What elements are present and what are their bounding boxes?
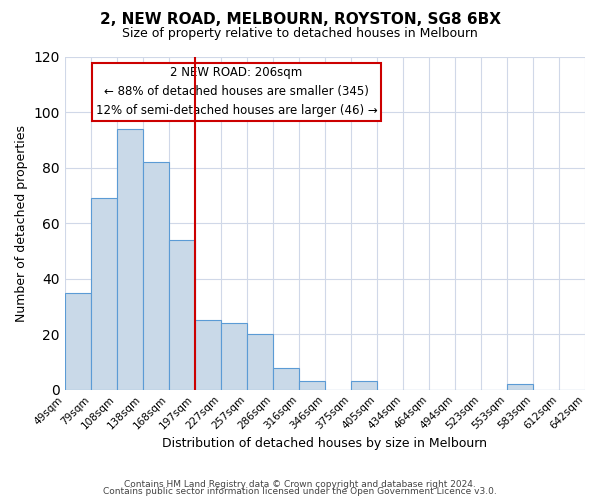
Bar	[117, 128, 143, 390]
Bar	[169, 240, 195, 390]
Text: Contains HM Land Registry data © Crown copyright and database right 2024.: Contains HM Land Registry data © Crown c…	[124, 480, 476, 489]
Bar	[65, 292, 91, 390]
Bar	[507, 384, 533, 390]
Bar	[299, 382, 325, 390]
Bar	[273, 368, 299, 390]
Bar	[91, 198, 117, 390]
X-axis label: Distribution of detached houses by size in Melbourn: Distribution of detached houses by size …	[163, 437, 487, 450]
Bar	[195, 320, 221, 390]
Bar	[351, 382, 377, 390]
Bar	[247, 334, 273, 390]
Text: Contains public sector information licensed under the Open Government Licence v3: Contains public sector information licen…	[103, 487, 497, 496]
Text: Size of property relative to detached houses in Melbourn: Size of property relative to detached ho…	[122, 28, 478, 40]
Y-axis label: Number of detached properties: Number of detached properties	[15, 124, 28, 322]
Bar	[143, 162, 169, 390]
Bar	[221, 323, 247, 390]
Text: 2 NEW ROAD: 206sqm
← 88% of detached houses are smaller (345)
12% of semi-detach: 2 NEW ROAD: 206sqm ← 88% of detached hou…	[95, 66, 377, 118]
Text: 2, NEW ROAD, MELBOURN, ROYSTON, SG8 6BX: 2, NEW ROAD, MELBOURN, ROYSTON, SG8 6BX	[100, 12, 500, 28]
